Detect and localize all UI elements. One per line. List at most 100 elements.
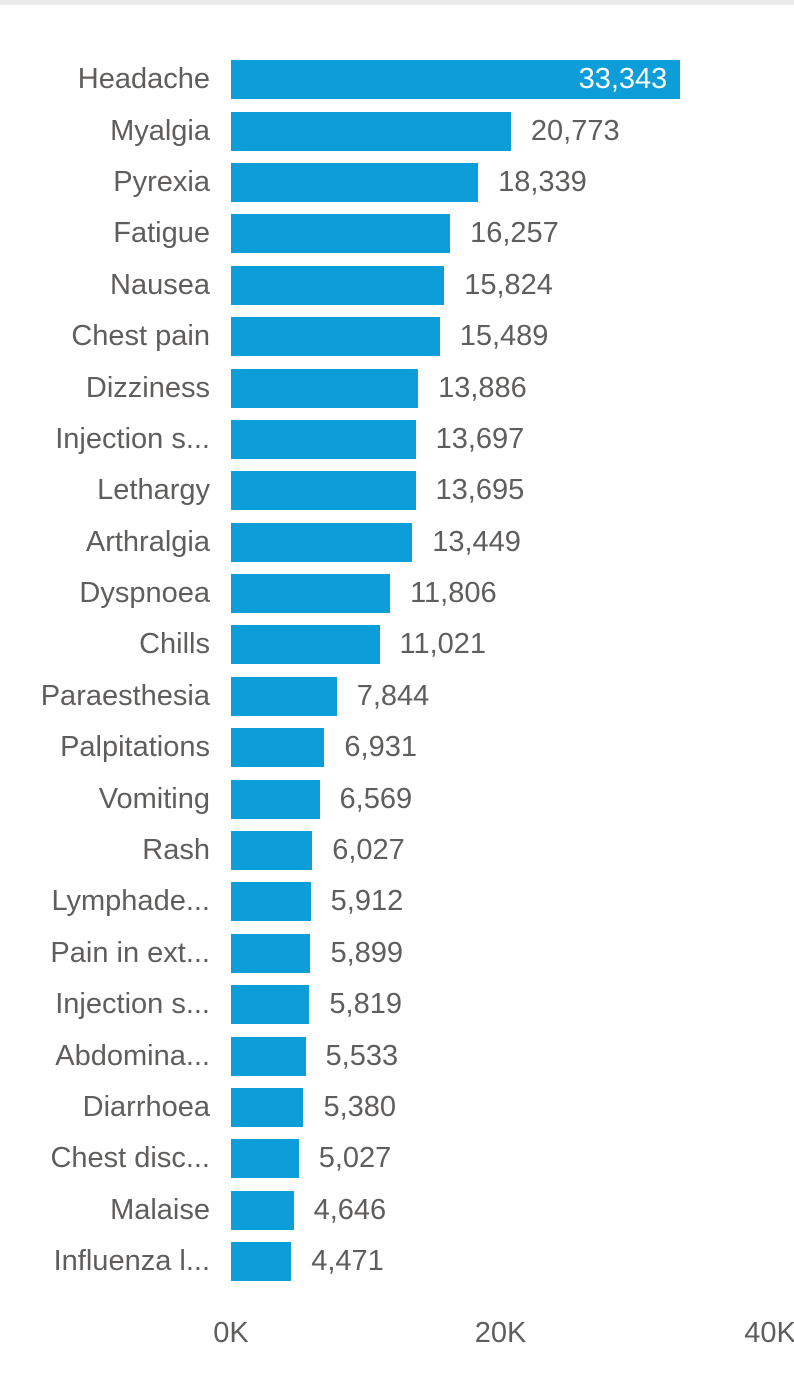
bar[interactable] [231, 728, 325, 768]
bar[interactable] [231, 882, 311, 922]
value-label: 6,569 [339, 782, 413, 815]
category-label: Influenza l... [53, 1245, 210, 1278]
bar[interactable] [231, 1242, 292, 1282]
value-label: 5,380 [323, 1091, 397, 1123]
plot-cell: 13,695 [231, 465, 770, 516]
value-label: 5,027 [318, 1142, 392, 1175]
bar[interactable] [231, 933, 311, 973]
bar[interactable] [231, 111, 511, 151]
bar[interactable] [231, 574, 391, 614]
plot-cell: 15,824 [231, 260, 770, 311]
plot-cell: 5,533 [231, 1030, 770, 1081]
category-label: Rash [142, 834, 210, 867]
value-label: 4,471 [311, 1245, 384, 1278]
bar-row: Myalgia 20,773 [0, 105, 794, 156]
bar-rows: Headache 33,343 Myalgia 20,773 Pyrexia 18,339… [0, 54, 794, 1287]
category-label: Chills [139, 628, 210, 661]
plot-cell: 16,257 [231, 208, 770, 259]
bar[interactable] [231, 368, 419, 408]
category-label: Injection s... [55, 422, 210, 455]
bar-row: Lymphade... 5,912 [0, 876, 794, 927]
category-label: Chest pain [71, 320, 210, 353]
bar[interactable] [231, 522, 413, 562]
value-label: 18,339 [498, 165, 587, 198]
category-label: Injection s... [55, 988, 210, 1021]
plot-cell: 13,449 [231, 517, 770, 568]
category-label: Paraesthesia [40, 679, 210, 712]
plot-cell: 20,773 [231, 105, 770, 156]
bar[interactable] [231, 676, 337, 716]
plot-cell: 6,931 [231, 722, 770, 773]
bar[interactable] [231, 1088, 304, 1127]
value-label: 4,646 [313, 1193, 387, 1226]
category-label: Headache [77, 63, 210, 96]
top-strip [0, 0, 794, 5]
value-label: 13,449 [432, 525, 521, 558]
bar[interactable] [231, 779, 320, 819]
plot-cell: 33,343 [231, 54, 770, 105]
bar-row: Lethargy 13,695 [0, 465, 794, 516]
bar[interactable] [231, 1139, 299, 1179]
bar-row: Dyspnoea 11,806 [0, 568, 794, 619]
bar[interactable]: 33,343 [231, 60, 681, 100]
category-label: Abdomina... [55, 1039, 210, 1072]
bar-row: Chest disc... 5,027 [0, 1133, 794, 1184]
bar[interactable] [231, 162, 479, 202]
value-label: 13,886 [438, 371, 527, 404]
plot-cell: 7,844 [231, 671, 770, 722]
bar-row: Abdomina... 5,533 [0, 1030, 794, 1081]
bar[interactable] [231, 317, 440, 357]
plot-cell: 5,819 [231, 979, 770, 1030]
value-label: 6,931 [344, 731, 417, 764]
value-label: 13,697 [435, 422, 525, 455]
bar[interactable] [231, 214, 451, 254]
bar-row: Paraesthesia 7,844 [0, 671, 794, 722]
bar[interactable] [231, 625, 380, 665]
category-label: Lethargy [97, 474, 210, 507]
category-label: Lymphade... [51, 885, 210, 918]
value-label: 20,773 [530, 114, 620, 147]
bar[interactable] [231, 1190, 294, 1230]
bar[interactable] [231, 985, 310, 1025]
bar-row: Injection s... 13,697 [0, 414, 794, 465]
value-label: 6,027 [332, 834, 405, 867]
plot-cell: 13,886 [231, 362, 770, 413]
plot-cell: 11,806 [231, 568, 770, 619]
plot-cell: 15,489 [231, 311, 770, 362]
x-axis: 0K 20K 40K [213, 1317, 794, 1357]
value-label: 5,819 [329, 988, 402, 1021]
value-label: 7,844 [356, 679, 430, 712]
plot-cell: 4,646 [231, 1185, 770, 1236]
plot-cell: 13,697 [231, 414, 770, 465]
bar-row: Arthralgia 13,449 [0, 517, 794, 568]
x-axis-tick-0k: 0K [213, 1317, 249, 1350]
bar[interactable] [231, 1036, 306, 1076]
plot-cell: 18,339 [231, 157, 770, 208]
bar-row: Headache 33,343 [0, 54, 794, 105]
category-label: Dyspnoea [79, 577, 210, 610]
bar-row: Malaise 4,646 [0, 1185, 794, 1236]
category-label: Palpitations [60, 731, 210, 764]
category-label: Arthralgia [85, 525, 210, 558]
bar-row: Chest pain 15,489 [0, 311, 794, 362]
bar-row: Chills 11,021 [0, 619, 794, 670]
bar-row: Influenza l... 4,471 [0, 1236, 794, 1287]
bar-row: Dizziness 13,886 [0, 362, 794, 413]
chart-area: Headache 33,343 Myalgia 20,773 Pyrexia 18,339… [0, 54, 794, 1357]
bar-row: Palpitations 6,931 [0, 722, 794, 773]
bar[interactable] [231, 265, 445, 305]
category-label: Fatigue [113, 217, 210, 250]
bar[interactable] [231, 419, 416, 459]
bar[interactable] [231, 471, 416, 511]
bar-row: Pyrexia 18,339 [0, 157, 794, 208]
category-label: Vomiting [98, 782, 210, 815]
bar[interactable] [231, 831, 313, 871]
category-label: Pyrexia [113, 165, 210, 198]
value-label: 15,489 [459, 320, 549, 353]
plot-cell: 6,027 [231, 825, 770, 876]
bar-row: Vomiting 6,569 [0, 773, 794, 824]
value-label: 11,806 [410, 577, 497, 610]
value-label: 5,899 [330, 936, 404, 969]
value-label: 15,824 [464, 268, 553, 301]
plot-cell: 4,471 [231, 1236, 770, 1287]
